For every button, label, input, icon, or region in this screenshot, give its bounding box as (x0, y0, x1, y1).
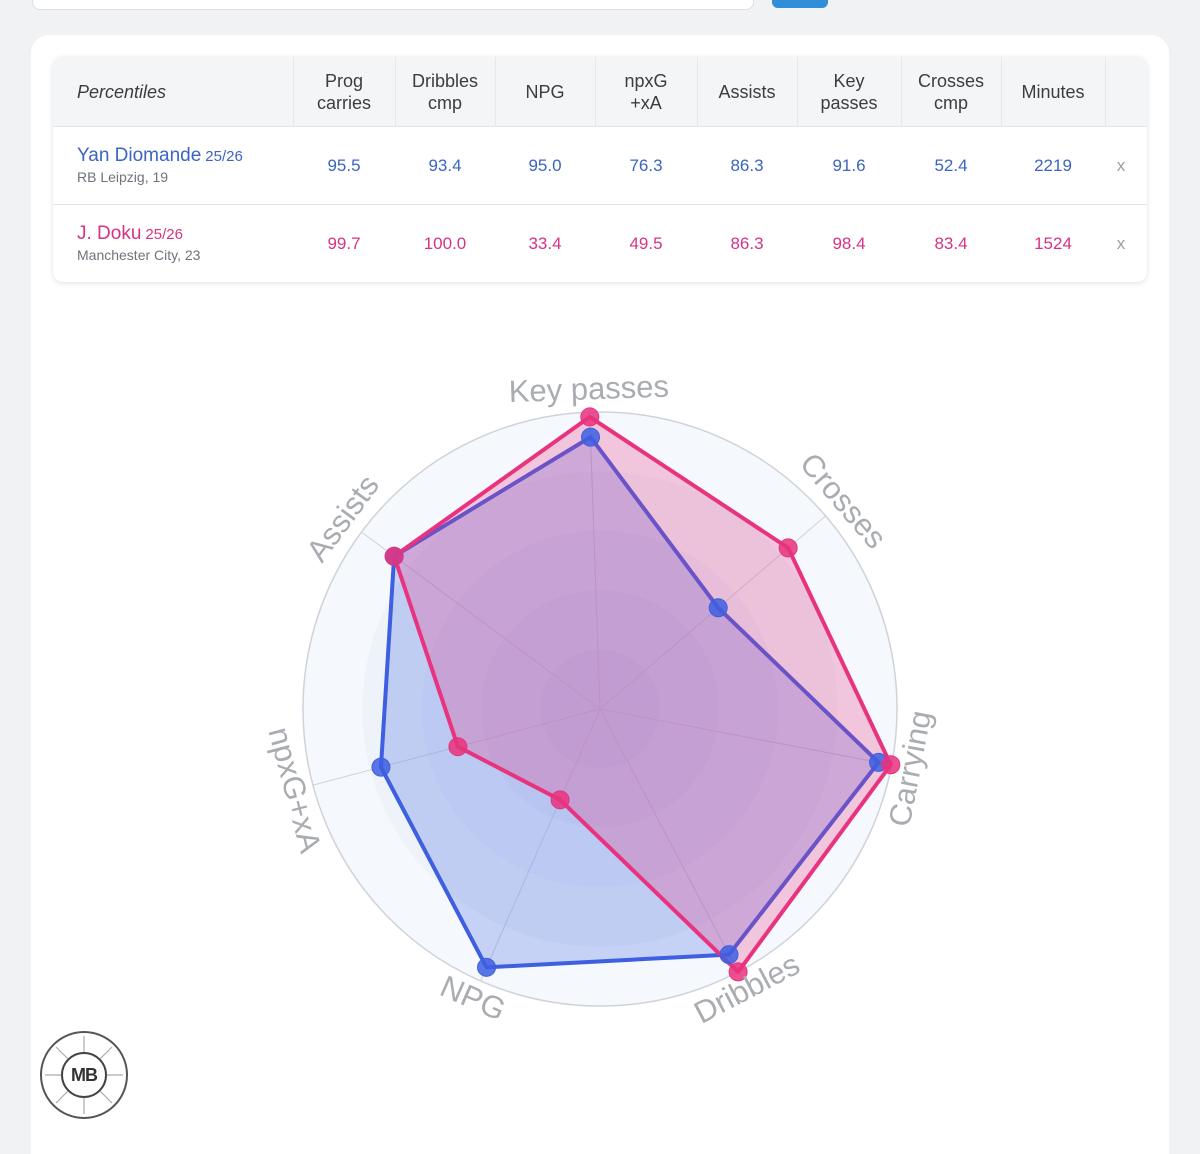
value-npxg-xa: 76.3 (629, 156, 663, 175)
header-divider (1105, 57, 1106, 127)
header-divider (797, 57, 798, 127)
player-name: J. Doku (77, 223, 142, 244)
player-name: Yan Diomande (77, 145, 202, 166)
radar-spoke (480, 708, 601, 982)
data-point (580, 407, 600, 427)
header-divider (595, 57, 596, 127)
header-divider (293, 57, 294, 127)
header-npxg-xa: npxG +xA (624, 71, 668, 113)
header-percentiles: Percentiles (77, 82, 167, 102)
player-name-link[interactable]: J. Doku 25/26 (77, 223, 183, 245)
player-season: 25/26 (145, 226, 183, 243)
mb-logo-text: MB (71, 1064, 98, 1085)
value-minutes: 2219 (1034, 156, 1072, 175)
header-assists: Assists (718, 82, 776, 102)
value-assists: 86.3 (730, 156, 764, 175)
table-row: Yan Diomande 25/26 RB Leipzig, 19 95.5 93… (53, 127, 1147, 205)
radar-spoke (599, 708, 892, 766)
player-club: RB Leipzig, 19 (77, 169, 169, 185)
player-club: Manchester City, 23 (77, 247, 201, 263)
data-point (448, 737, 468, 757)
data-point (778, 538, 798, 558)
mb-logo (40, 1031, 128, 1119)
header-divider (1001, 57, 1002, 127)
radar-spoke (589, 412, 601, 710)
value-assists: 86.3 (730, 234, 764, 253)
data-point (728, 962, 748, 982)
value-dribbles-cmp: 100.0 (423, 234, 467, 253)
header-dribbles-cmp: Dribbles cmp (411, 71, 479, 113)
data-point (708, 598, 728, 618)
header-key-passes: Key passes (820, 71, 878, 113)
data-point (550, 790, 570, 810)
series-area-yan-diomande (378, 435, 881, 970)
search-button[interactable] (772, 0, 828, 8)
value-crosses-cmp: 83.4 (934, 234, 968, 253)
value-npxg-xa: 49.5 (629, 234, 663, 253)
data-point (719, 945, 739, 965)
data-point (477, 957, 497, 977)
header-minutes: Minutes (1021, 82, 1085, 102)
value-prog-carries: 99.7 (327, 234, 361, 253)
player-season: 25/26 (205, 148, 243, 165)
value-npg: 95.0 (528, 156, 562, 175)
player-name-link[interactable]: Yan Diomande 25/26 (77, 145, 243, 167)
value-npg: 33.4 (528, 234, 562, 253)
percentile-table: Percentiles Prog carries Dribbles cmp NP… (53, 57, 1147, 282)
value-key-passes: 91.6 (832, 156, 866, 175)
radar-spoke (599, 708, 739, 973)
table-header: Percentiles Prog carries Dribbles cmp NP… (53, 57, 1147, 127)
header-divider (697, 57, 698, 127)
remove-player-button[interactable]: x (1116, 234, 1126, 253)
data-point (371, 757, 391, 777)
series-area-j-doku (392, 414, 893, 974)
header-npg: NPG (525, 82, 565, 102)
value-dribbles-cmp: 93.4 (428, 156, 462, 175)
remove-player-button[interactable]: x (1116, 156, 1126, 175)
value-minutes: 1524 (1034, 234, 1072, 253)
value-key-passes: 98.4 (832, 234, 866, 253)
axis-label: Key passes (508, 369, 669, 410)
header-divider (901, 57, 902, 127)
data-point (581, 427, 601, 447)
header-crosses-cmp: Crosses cmp (917, 71, 984, 113)
header-prog-carries: Prog carries (316, 71, 371, 113)
value-crosses-cmp: 52.4 (934, 156, 968, 175)
header-divider (495, 57, 496, 127)
data-point (384, 546, 404, 566)
value-prog-carries: 95.5 (327, 156, 361, 175)
data-point (881, 755, 901, 775)
table-row: J. Doku 25/26 Manchester City, 23 99.7 10… (53, 205, 1147, 282)
header-divider (395, 57, 396, 127)
